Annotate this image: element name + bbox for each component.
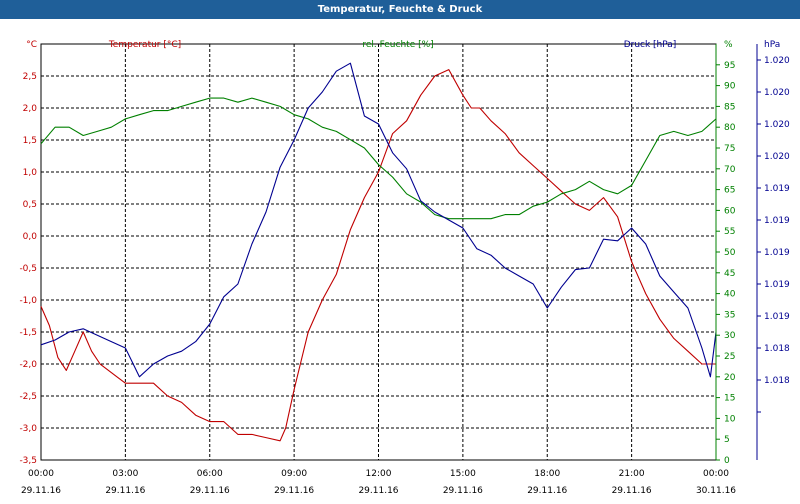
humidity-tick-label: 45 — [724, 269, 735, 279]
chart-area: 00:00 29.11.16 03:00 29.11.16 06:00 29.11.16 0… — [0, 19, 800, 500]
humidity-series-line — [40, 97, 717, 220]
humidity-unit: % — [724, 40, 733, 50]
humidity-tick-label: 85 — [724, 102, 735, 112]
x-tick-time: 15:00 — [450, 469, 476, 479]
pressure-tick-label: 1.018 — [764, 376, 790, 386]
axes: 00:00 29.11.16 03:00 29.11.16 06:00 29.11.16 0… — [19, 40, 790, 496]
temperature-tick-label: -2,5 — [19, 392, 37, 402]
x-tick-time: 09:00 — [281, 469, 307, 479]
chart-title: Temperatur, Feuchte & Druck — [0, 0, 800, 19]
humidity-tick-label: 50 — [724, 248, 736, 258]
x-tick-time: 21:00 — [619, 469, 645, 479]
x-tick-time: 00:00 — [703, 469, 729, 479]
pressure-tick-label: 1.019 — [764, 184, 790, 194]
x-tick-time: 18:00 — [534, 469, 560, 479]
pressure-series-line — [40, 62, 717, 378]
humidity-tick-label: 65 — [724, 186, 735, 196]
temperature-tick-label: 2,5 — [23, 72, 37, 82]
pressure-tick-label: 1.020 — [764, 56, 790, 66]
pressure-tick-label: 1.019 — [764, 248, 790, 258]
humidity-tick-label: 95 — [724, 61, 735, 71]
humidity-axis-label: rel. Feuchte [%] — [362, 40, 433, 50]
humidity-tick-label: 20 — [724, 373, 736, 383]
x-tick-time: 03:00 — [112, 469, 138, 479]
humidity-tick-label: 30 — [724, 331, 736, 341]
humidity-tick-label: 90 — [724, 82, 736, 92]
temperature-tick-label: -2,0 — [19, 360, 37, 370]
temperature-tick-label: 0,0 — [23, 232, 38, 242]
pressure-tick-label: 1.020 — [764, 120, 790, 130]
temperature-tick-label: 2,0 — [23, 104, 38, 114]
pressure-unit: hPa — [764, 40, 780, 50]
humidity-tick-label: 10 — [724, 414, 736, 424]
x-tick-time: 06:00 — [197, 469, 223, 479]
x-tick-date: 29.11.16 — [612, 486, 652, 496]
x-tick-date: 29.11.16 — [358, 486, 398, 496]
pressure-axis-label: Druck [hPa] — [624, 40, 677, 50]
temperature-tick-label: 0,5 — [23, 200, 37, 210]
humidity-tick-label: 15 — [724, 394, 735, 404]
pressure-tick-label: 1.019 — [764, 312, 790, 322]
humidity-tick-label: 35 — [724, 310, 735, 320]
temperature-tick-label: -1,5 — [19, 328, 37, 338]
chart-svg: 00:00 29.11.16 03:00 29.11.16 06:00 29.11.16 0… — [19, 40, 790, 496]
humidity-tick-label: 80 — [724, 123, 736, 133]
x-tick-time: 12:00 — [366, 469, 392, 479]
x-tick-date: 29.11.16 — [443, 486, 483, 496]
temperature-tick-label: -0,5 — [19, 264, 37, 274]
grid — [40, 43, 717, 461]
humidity-tick-label: 5 — [724, 435, 730, 445]
x-tick-date: 29.11.16 — [527, 486, 567, 496]
x-tick-date: 29.11.16 — [190, 486, 230, 496]
pressure-tick-label: 1.019 — [764, 280, 790, 290]
series-lines — [40, 62, 717, 442]
temperature-unit: °C — [26, 40, 37, 50]
x-tick-date: 30.11.16 — [696, 486, 736, 496]
x-tick-date: 29.11.16 — [21, 486, 61, 496]
temperature-tick-label: -3,0 — [19, 424, 37, 434]
pressure-tick-label: 1.018 — [764, 344, 790, 354]
x-tick-time: 00:00 — [28, 469, 54, 479]
pressure-tick-label: 1.020 — [764, 152, 790, 162]
humidity-tick-label: 25 — [724, 352, 735, 362]
x-tick-date: 29.11.16 — [274, 486, 314, 496]
pressure-tick-label: 1.020 — [764, 88, 790, 98]
humidity-tick-label: 40 — [724, 290, 736, 300]
x-tick-date: 29.11.16 — [105, 486, 145, 496]
pressure-tick-label: 1.019 — [764, 216, 790, 226]
temperature-tick-label: -1,0 — [19, 296, 37, 306]
temperature-tick-label: 1,5 — [23, 136, 37, 146]
humidity-tick-label: 55 — [724, 227, 735, 237]
humidity-tick-label: 60 — [724, 206, 736, 216]
humidity-tick-label: 0 — [724, 456, 730, 466]
humidity-tick-label: 75 — [724, 144, 735, 154]
temperature-tick-label: 1,0 — [23, 168, 38, 178]
humidity-tick-label: 70 — [724, 165, 736, 175]
temperature-tick-label: -3,5 — [19, 456, 37, 466]
temperature-series-line — [40, 69, 716, 442]
temperature-axis-label: Temperatur [°C] — [108, 40, 181, 50]
